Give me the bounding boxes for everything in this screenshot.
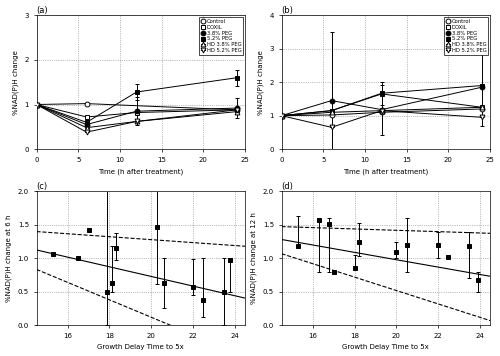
- X-axis label: Growth Delay Time to 5x: Growth Delay Time to 5x: [342, 345, 429, 350]
- Y-axis label: %NAD(P)H change: %NAD(P)H change: [12, 50, 19, 115]
- Y-axis label: %NAD(P)H change at 12 h: %NAD(P)H change at 12 h: [250, 213, 257, 304]
- Y-axis label: %NAD(P)H change: %NAD(P)H change: [258, 50, 264, 115]
- Text: (b): (b): [282, 6, 294, 15]
- X-axis label: Time (h after treatment): Time (h after treatment): [98, 168, 184, 175]
- X-axis label: Growth Delay Time to 5x: Growth Delay Time to 5x: [98, 345, 184, 350]
- Legend: Control, DOXIL, 3.8% PEG, 5.2% PEG, HD 3.8% PEG, HD 5.2% PEG: Control, DOXIL, 3.8% PEG, 5.2% PEG, HD 3…: [198, 17, 244, 55]
- X-axis label: Time (h after treatment): Time (h after treatment): [343, 168, 428, 175]
- Legend: Control, DOXIL, 3.8% PEG, 5.2% PEG, HD 3.8% PEG, HD 5.2% PEG: Control, DOXIL, 3.8% PEG, 5.2% PEG, HD 3…: [444, 17, 488, 55]
- Y-axis label: %NAD(P)H change at 6 h: %NAD(P)H change at 6 h: [6, 215, 12, 302]
- Text: (d): (d): [282, 182, 294, 191]
- Text: (a): (a): [36, 6, 48, 15]
- Text: (c): (c): [36, 182, 48, 191]
